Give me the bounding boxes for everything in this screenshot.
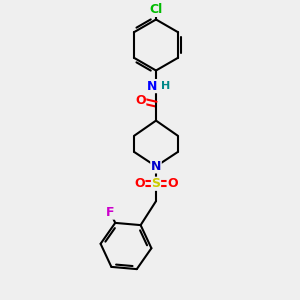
Text: H: H: [161, 81, 170, 91]
Text: N: N: [151, 160, 161, 173]
Text: Cl: Cl: [149, 3, 163, 16]
Text: F: F: [106, 206, 115, 219]
Text: O: O: [135, 94, 146, 107]
Text: S: S: [152, 177, 160, 190]
Text: O: O: [134, 177, 145, 190]
Text: O: O: [167, 177, 178, 190]
Text: N: N: [147, 80, 158, 93]
